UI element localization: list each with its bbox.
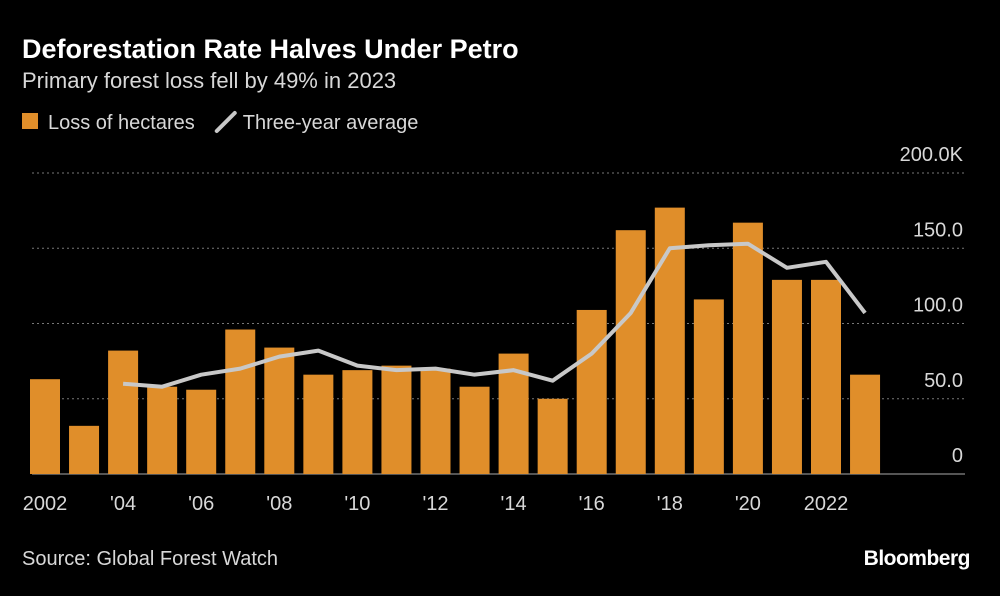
y-tick-label: 50.0: [924, 370, 963, 392]
bar: [30, 379, 60, 474]
chart-subtitle: Primary forest loss fell by 49% in 2023: [22, 68, 396, 93]
bar: [108, 350, 139, 474]
y-tick-label: 100.0: [913, 295, 963, 317]
legend-label: Loss of hectares: [48, 112, 195, 134]
x-tick-label: '14: [501, 493, 527, 515]
bar: [693, 299, 724, 474]
legend-swatch: [214, 111, 237, 133]
bar: [771, 279, 802, 474]
x-tick-label: '04: [110, 493, 136, 515]
bar: [381, 365, 412, 474]
bar: [303, 374, 334, 474]
x-tick-label: '16: [579, 493, 605, 515]
x-tick-label: '06: [188, 493, 214, 515]
brand: Bloomberg: [864, 547, 970, 570]
bar: [420, 368, 451, 474]
bar: [811, 279, 841, 474]
bar: [225, 329, 256, 474]
legend-swatch: [22, 113, 38, 129]
y-tick-label: 150.0: [913, 219, 963, 241]
source: Source: Global Forest Watch: [22, 548, 278, 570]
x-tick-label: '08: [266, 493, 292, 515]
x-tick-label: '18: [657, 493, 683, 515]
line: [122, 241, 867, 389]
x-tick-label: 2022: [804, 493, 849, 515]
bar: [537, 398, 568, 474]
bar: [850, 374, 881, 474]
x-tick-label: '20: [735, 493, 761, 515]
y-tick-label: 200.0K: [900, 144, 964, 166]
legend-label: Three-year average: [243, 112, 419, 134]
bar: [147, 386, 178, 474]
bar: [342, 370, 373, 474]
bar: [69, 425, 100, 474]
x-tick-label: '10: [344, 493, 370, 515]
bar: [576, 309, 607, 474]
bar: [186, 389, 217, 474]
bar: [264, 347, 295, 474]
bar: [732, 222, 763, 474]
chart-title: Deforestation Rate Halves Under Petro: [22, 34, 519, 64]
y-tick-label: 0: [952, 445, 963, 467]
bar: [459, 386, 490, 474]
bar: [615, 230, 646, 474]
x-tick-label: '12: [422, 493, 448, 515]
x-tick-label: 2002: [23, 493, 68, 515]
